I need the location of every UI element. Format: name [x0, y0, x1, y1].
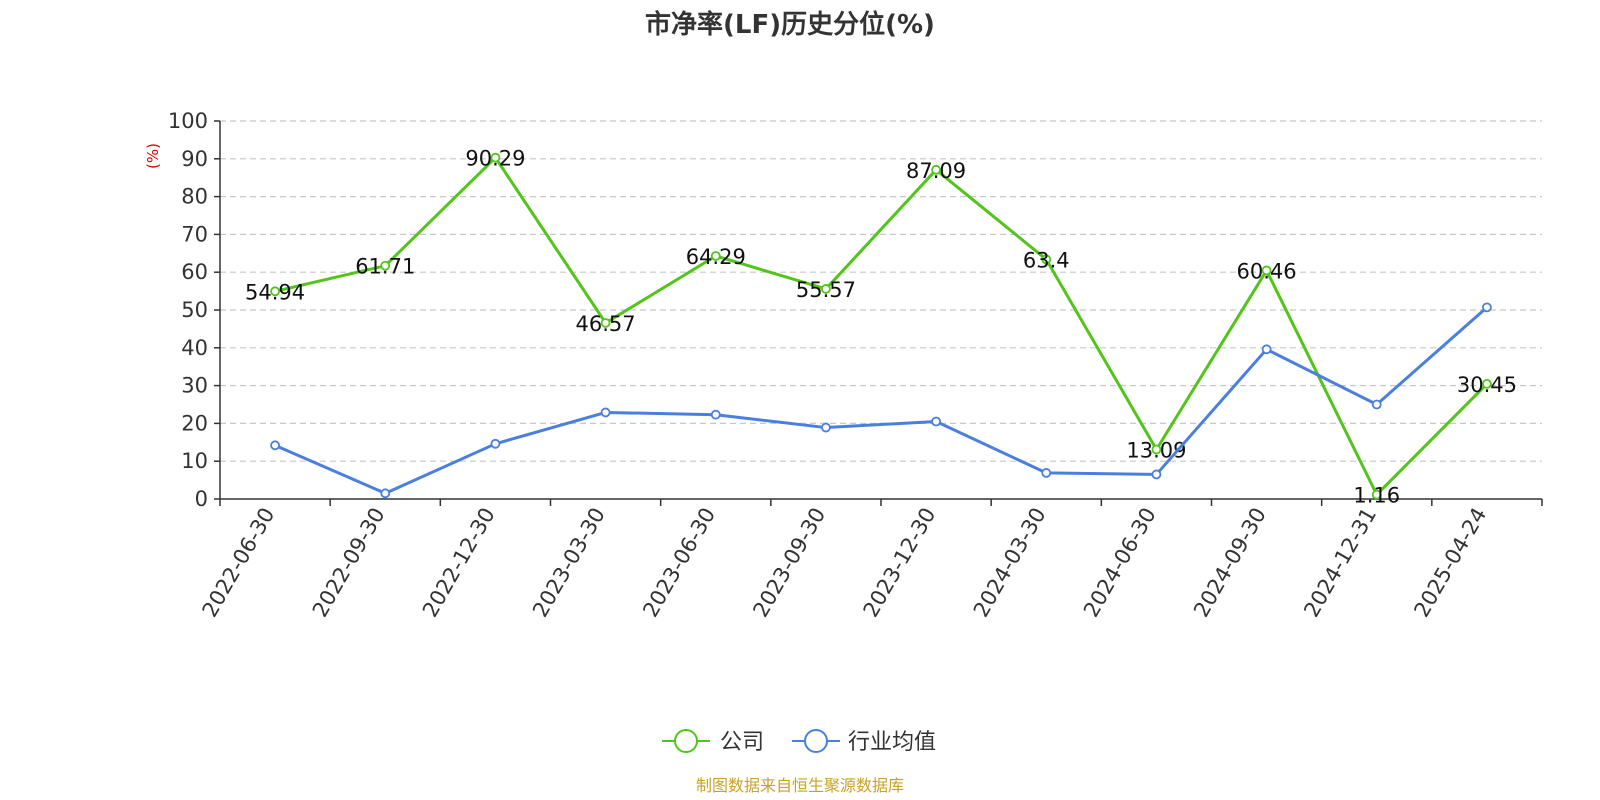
- data-label: 46.57: [576, 312, 636, 336]
- grid: [220, 120, 1542, 462]
- x-tick-label: 2023-06-30: [638, 504, 720, 622]
- data-point: [821, 284, 831, 294]
- x-tick-label: 2023-09-30: [748, 504, 830, 622]
- data-point: [380, 488, 391, 499]
- data-point: [1371, 399, 1382, 410]
- x-tick-label: 2023-12-30: [859, 503, 941, 621]
- data-label: 60.46: [1237, 259, 1297, 283]
- x-tick-label: 2024-09-30: [1189, 504, 1271, 622]
- data-point: [1482, 378, 1492, 389]
- x-tick-label: 2022-12-30: [418, 503, 500, 621]
- y-tick-label: 90: [181, 147, 208, 171]
- data-label: 30.45: [1457, 373, 1517, 397]
- y-tick-label: 30: [181, 374, 208, 398]
- data-point: [1371, 489, 1382, 500]
- y-tick-label: 80: [181, 185, 208, 209]
- x-tick-label: 2023-03-30: [528, 504, 610, 622]
- legend-item-1[interactable]: 行业均值: [792, 729, 936, 755]
- data-point: [931, 416, 941, 427]
- x-tick-label: 2024-12-31: [1299, 504, 1381, 622]
- chart-title: 市净率(LF)历史分位(%): [645, 9, 935, 40]
- y-tick-label: 20: [181, 411, 208, 435]
- legend-label: 行业均值: [848, 730, 936, 755]
- legend-item-0[interactable]: 公司: [662, 729, 764, 755]
- data-point: [380, 260, 391, 271]
- source-note: 制图数据来自恒生聚源数据库: [696, 776, 904, 795]
- data-point: [710, 251, 721, 261]
- x-tick-label: 2024-03-30: [969, 504, 1051, 622]
- data-point: [1261, 265, 1272, 276]
- data-label: 1.16: [1353, 484, 1400, 508]
- data-point: [270, 286, 280, 297]
- axes: 0 10 20 30 40 50 60 70 80 90 100 2022-06-30 2022-09-…: [168, 109, 1543, 622]
- x-tick-label: 2022-06-30: [198, 504, 280, 622]
- data-label: 54.94: [245, 280, 305, 304]
- x-tick-label: 2025-04-24: [1409, 504, 1491, 622]
- data-point: [600, 407, 611, 418]
- data-point: [600, 318, 611, 328]
- series-line: [274, 306, 1488, 495]
- data-point: [1151, 444, 1162, 455]
- data-label: 90.29: [465, 147, 525, 171]
- y-tick-label: 70: [181, 222, 208, 246]
- y-tick-label: 50: [181, 298, 208, 322]
- data-point: [490, 438, 501, 449]
- y-tick-label: 10: [181, 449, 208, 473]
- data-point: [490, 152, 501, 163]
- data-label: 64.29: [686, 245, 746, 269]
- legend[interactable]: 公司 行业均值: [662, 729, 936, 755]
- data-label: 55.57: [796, 278, 856, 302]
- data-point: [931, 164, 941, 175]
- legend-marker-icon: [674, 729, 698, 753]
- data-point: [270, 440, 280, 451]
- series-1: [270, 302, 1492, 499]
- y-tick-label: 40: [181, 336, 208, 360]
- x-tick-label: 2022-09-30: [308, 504, 390, 622]
- data-point: [1261, 344, 1272, 355]
- data-label: 63.4: [1023, 248, 1070, 272]
- y-tick-label: 100: [168, 109, 208, 133]
- x-tick-label: 2024-06-30: [1079, 504, 1161, 622]
- y-axis-unit: (%): [144, 143, 162, 169]
- data-label: 87.09: [906, 159, 966, 183]
- series-line: [274, 156, 1488, 497]
- series-0: 54.94 61.71 90.29 46.57 64.29 55.57 87.09 63.4 1…: [245, 147, 1517, 508]
- data-point: [710, 409, 721, 420]
- data-point: [1041, 254, 1052, 265]
- data-point: [1482, 302, 1492, 313]
- legend-marker-icon: [804, 729, 828, 753]
- legend-label: 公司: [720, 730, 764, 755]
- series-layer: 54.94 61.71 90.29 46.57 64.29 55.57 87.09 63.4 1…: [245, 147, 1517, 508]
- y-tick-label: 60: [181, 260, 208, 284]
- y-tick-label: 0: [195, 487, 208, 511]
- data-point: [1151, 469, 1162, 480]
- data-label: 61.71: [355, 255, 415, 279]
- data-point: [821, 422, 831, 433]
- data-point: [1041, 468, 1052, 478]
